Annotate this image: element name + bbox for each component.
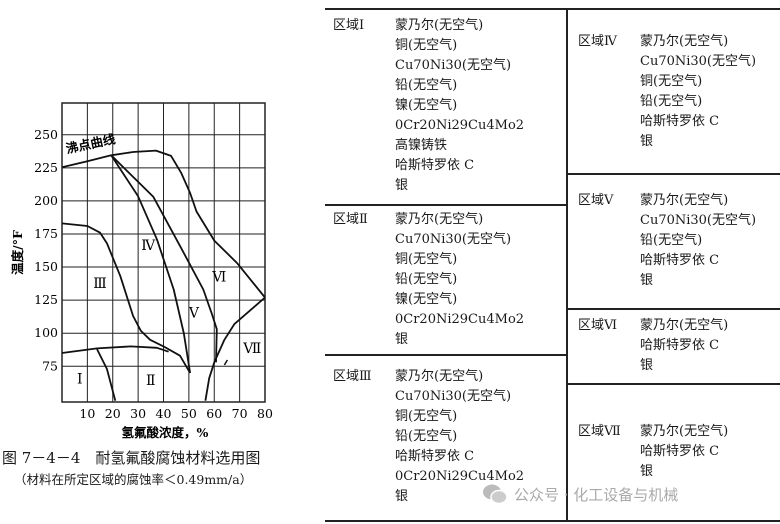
zone-label: 区域Ⅵ	[578, 317, 618, 333]
boundary-curve	[61, 149, 266, 299]
material-item: 0Cr20Ni29Cu4Mo2	[395, 312, 525, 327]
y-tick-label: 100	[34, 325, 58, 340]
material-item: 镍(无空气)	[395, 98, 458, 113]
material-item: Cu70Ni30(无空气)	[640, 53, 757, 69]
material-item: Cu70Ni30(无空气)	[395, 58, 512, 73]
material-item: Cu70Ni30(无空气)	[640, 212, 757, 228]
zone-label: 区域Ⅶ	[578, 423, 621, 439]
region-label: Ⅳ	[141, 238, 156, 254]
material-item: 银	[395, 489, 409, 504]
row-divider	[325, 204, 567, 206]
row-divider	[568, 383, 780, 385]
material-item: 铅(无空气)	[395, 429, 458, 444]
material-item: 蒙乃尔(无空气)	[395, 18, 484, 33]
material-item: 铅(无空气)	[640, 232, 703, 248]
boundary-curve	[96, 348, 117, 401]
material-item: Cu70Ni30(无空气)	[395, 232, 512, 247]
zone-label: 区域Ⅱ	[333, 212, 368, 227]
table-top-border	[325, 8, 780, 10]
figure-caption: 图 7－4－4 耐氢氟酸腐蚀材料选用图	[2, 449, 261, 467]
x-tick-label: 40	[156, 406, 172, 421]
row-divider	[325, 354, 567, 356]
material-item: 镍(无空气)	[395, 292, 458, 307]
y-tick-label: 200	[34, 193, 58, 208]
material-item: 哈斯特罗依 C	[640, 252, 720, 268]
material-item: 银	[640, 133, 654, 149]
zone-label: 区域Ⅰ	[333, 18, 365, 33]
region-label: Ⅱ	[146, 373, 156, 389]
watermark: 公众号 · 化工设备与机械	[482, 483, 678, 505]
x-tick-label: 20	[105, 406, 121, 421]
boundary-curve	[61, 345, 169, 354]
material-item: 哈斯特罗依 C	[640, 337, 720, 353]
material-item: 银	[640, 463, 654, 479]
boundary-curve	[61, 222, 191, 374]
zone-label: 区域Ⅳ	[578, 33, 617, 49]
material-item: 铜(无空气)	[395, 409, 458, 424]
boundary-curve	[110, 154, 218, 363]
material-item: 银	[640, 357, 654, 373]
material-item: 蒙乃尔(无空气)	[395, 212, 484, 227]
y-tick-label: 150	[34, 259, 58, 274]
region-label: Ⅶ	[242, 341, 261, 357]
wechat-icon	[483, 484, 508, 505]
material-item: 银	[395, 178, 409, 193]
material-item: 0Cr20Ni29Cu4Mo2	[395, 469, 525, 484]
boundary-curve	[110, 154, 191, 374]
material-item: 蒙乃尔(无空气)	[640, 423, 729, 439]
material-item: 铅(无空气)	[640, 93, 703, 109]
material-item: 银	[395, 332, 409, 347]
y-tick-label: 250	[34, 127, 58, 142]
x-tick-label: 10	[79, 406, 95, 421]
region-label: Ⅴ	[188, 305, 200, 321]
y-tick-label: 75	[42, 358, 58, 373]
material-item: 银	[640, 272, 654, 288]
material-table: 区域Ⅰ 蒙乃尔(无空气) 铜(无空气) Cu70Ni30(无空气) 铅(无空气) 镍(无空…	[325, 0, 780, 524]
material-item: 蒙乃尔(无空气)	[640, 192, 729, 208]
column-divider	[566, 8, 568, 522]
boundary-curve	[204, 296, 266, 401]
material-item: 高镍铸铁	[395, 138, 448, 153]
y-axis-label: 温度/°F	[10, 230, 25, 275]
material-item: 蒙乃尔(无空气)	[640, 317, 729, 333]
row-divider	[568, 308, 780, 310]
region-label: Ⅵ	[211, 270, 226, 286]
x-tick-label: 80	[257, 406, 273, 421]
y-tick-label: 125	[34, 292, 58, 307]
material-item: 铜(无空气)	[395, 252, 458, 267]
table-bottom-border	[325, 520, 780, 522]
material-item: 蒙乃尔(无空气)	[395, 369, 484, 384]
x-tick-label: 30	[130, 406, 146, 421]
figure-note: （材料在所定区域的腐蚀率＜0.49mm/a）	[14, 472, 253, 487]
material-item: 蒙乃尔(无空气)	[640, 33, 729, 49]
small-mark	[223, 359, 229, 366]
region-label: Ⅰ	[77, 371, 83, 387]
zone-label: 区域Ⅲ	[333, 369, 372, 384]
material-item: 哈斯特罗依 C	[395, 158, 475, 173]
material-item: 铜(无空气)	[640, 73, 703, 89]
x-tick-label: 60	[206, 406, 222, 421]
material-item: 0Cr20Ni29Cu4Mo2	[395, 118, 525, 133]
selection-chart: 10 20 30 40 50 60 70 80 75 100 125 150 175 200 225 250 氢…	[10, 102, 273, 440]
watermark-text: 公众号 · 化工设备与机械	[514, 485, 679, 504]
material-item: 哈斯特罗依 C	[640, 113, 720, 129]
row-divider	[568, 173, 780, 175]
zone-label: 区域Ⅴ	[578, 192, 614, 208]
material-item: 铅(无空气)	[395, 78, 458, 93]
material-item: 哈斯特罗依 C	[640, 443, 720, 459]
material-item: 铅(无空气)	[395, 272, 458, 287]
material-item: 哈斯特罗依 C	[395, 449, 475, 464]
x-tick-label: 50	[181, 406, 197, 421]
x-axis-label: 氢氟酸浓度，%	[122, 425, 209, 440]
x-tick-label: 70	[232, 406, 248, 421]
y-tick-label: 225	[34, 160, 58, 175]
material-item: 铜(无空气)	[395, 38, 458, 53]
material-item: Cu70Ni30(无空气)	[395, 389, 512, 404]
y-tick-label: 175	[34, 226, 58, 241]
region-label: Ⅲ	[93, 276, 107, 292]
